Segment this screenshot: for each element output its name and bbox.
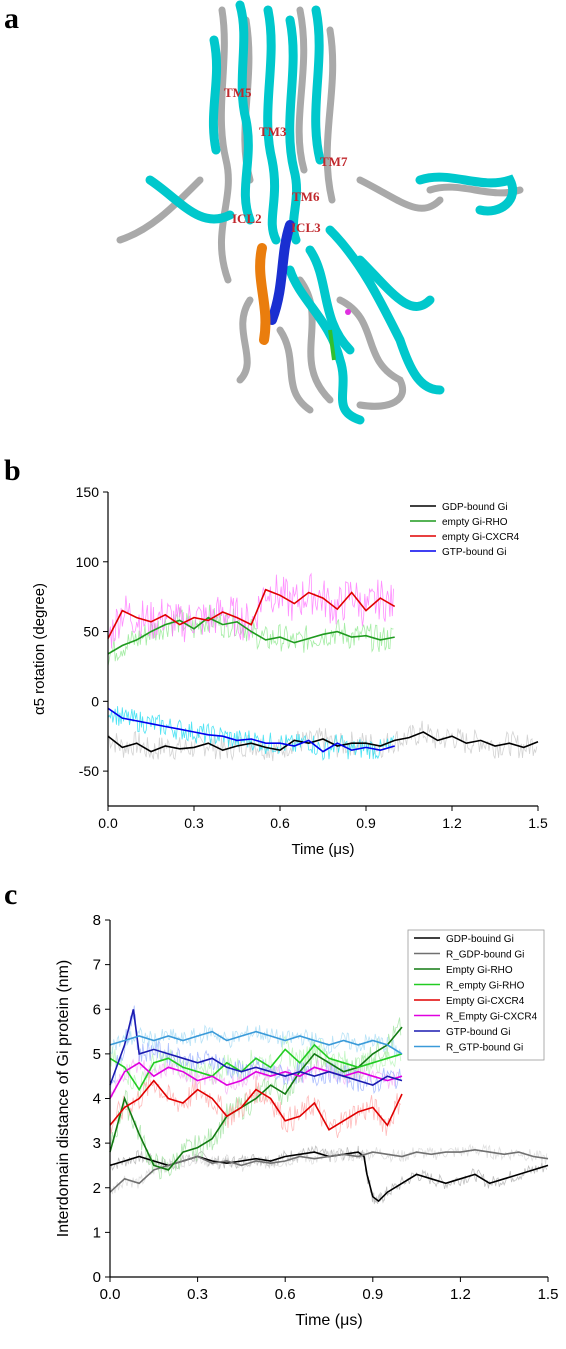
panel-a: a	[0, 0, 566, 450]
legend-label: empty Gi-RHO	[442, 517, 508, 528]
x-tick-label: 0.3	[187, 1286, 208, 1303]
y-tick-label: 150	[76, 484, 100, 500]
y-tick-label: 2	[93, 1180, 101, 1197]
series-line-b-3	[107, 707, 395, 753]
legend-label: R_GTP-bound Gi	[446, 1043, 523, 1054]
x-tick-label: 1.5	[528, 815, 548, 831]
y-axis-title: α5 rotation (degree)	[31, 583, 48, 715]
legend-label: GDP-bouind Gi	[446, 934, 514, 945]
y-tick-label: 0	[93, 1269, 101, 1286]
legend-label: empty Gi-CXCR4	[442, 532, 520, 543]
raw-trace-b-3	[107, 706, 394, 761]
legend-label: GTP-bound Gi	[442, 547, 506, 558]
label-tm3: TM3	[259, 124, 287, 139]
legend-label: Empty Gi-CXCR4	[446, 996, 525, 1007]
x-tick-label: 0.6	[275, 1286, 296, 1303]
x-tick-label: 1.5	[538, 1286, 559, 1303]
series-line-c-3	[109, 1043, 403, 1092]
panel-c: c 0.0 0.3 0.6 0.9 1.2 1.5 0 1 2 3 4 5 6 7 8 Time (μs) In…	[0, 878, 566, 1344]
legend-label: R_empty Gi-RHO	[446, 981, 525, 992]
y-tick-label: 5	[93, 1046, 101, 1063]
legend-label: GDP-bound Gi	[442, 502, 508, 513]
y-tick-label: 50	[83, 624, 99, 640]
legend-label: Empty Gi-RHO	[446, 965, 513, 976]
x-tick-label: 0.6	[270, 815, 290, 831]
raw-trace-c-6	[109, 1005, 402, 1097]
series-line-c-2	[109, 1026, 403, 1171]
x-axis-title: Time (μs)	[295, 1312, 362, 1329]
series-line-c-6	[109, 1009, 403, 1086]
label-icl2: ICL2	[232, 211, 262, 226]
y-tick-label: 7	[93, 957, 101, 974]
legend-label: R_Empty Gi-CXCR4	[446, 1012, 538, 1023]
panel-letter-a: a	[4, 2, 19, 35]
series-line-c-1	[109, 1148, 549, 1193]
series-line-c-5	[109, 1061, 403, 1099]
series-line-b-0	[107, 731, 539, 753]
ligand-magenta	[345, 309, 351, 315]
x-tick-label: 0.9	[362, 1286, 383, 1303]
legend-label: R_GDP-bound Gi	[446, 950, 524, 961]
panel-letter-c: c	[4, 878, 18, 911]
x-tick-label: 1.2	[450, 1286, 471, 1303]
raw-trace-c-7	[109, 1024, 402, 1058]
receptor-cyan-helices	[145, 0, 518, 425]
panel-b: b 0.0 0.3 0.6 0.9 1.2 1.5 -50 0 50 100 150 Time (μs…	[0, 454, 566, 870]
x-axis-title: Time (μs)	[291, 841, 354, 858]
x-tick-label: 0.0	[98, 815, 118, 831]
series-line-c-4	[109, 1079, 403, 1131]
legend: GDP-bouind Gi R_GDP-bound Gi Empty Gi-RHO R…	[407, 929, 545, 1061]
y-tick-label: 1	[93, 1224, 101, 1241]
y-tick-label: 100	[76, 554, 100, 570]
x-tick-label: 1.2	[442, 815, 462, 831]
label-tm7: TM7	[320, 154, 348, 169]
alpha5-helix-orange	[255, 243, 271, 345]
y-tick-label: 3	[93, 1135, 101, 1152]
label-tm5: TM5	[224, 85, 252, 100]
ligand-green	[328, 329, 336, 361]
chart-alpha5-rotation: 0.0 0.3 0.6 0.9 1.2 1.5 -50 0 50 100 150 Time (μs) α…	[31, 484, 548, 858]
y-tick-label: 4	[93, 1091, 101, 1108]
raw-trace-b-2	[107, 572, 394, 649]
protein-structure-image: TM5 TM3 TM7 TM6 ICL2 ICL3	[116, 0, 524, 425]
y-tick-label: 8	[93, 912, 101, 929]
legend-label: GTP-bound Gi	[446, 1027, 510, 1038]
series-line-b-2	[107, 588, 396, 639]
label-tm6: TM6	[292, 189, 320, 204]
x-tick-label: 0.3	[184, 815, 204, 831]
y-tick-label: 6	[93, 1001, 101, 1018]
legend: GDP-bound Gi empty Gi-RHO empty Gi-CXCR4 GT…	[410, 502, 520, 558]
panel-letter-b: b	[4, 454, 21, 487]
x-tick-label: 0.9	[356, 815, 376, 831]
y-axis-title: Interdomain distance of Gi protein (nm)	[55, 960, 72, 1237]
series-line-b-1	[107, 616, 395, 655]
chart-interdomain-distance: 0.0 0.3 0.6 0.9 1.2 1.5 0 1 2 3 4 5 6 7 8 Time (μs) Inte…	[55, 912, 559, 1329]
label-icl3: ICL3	[291, 220, 321, 235]
y-tick-label: -50	[79, 763, 99, 779]
alpha5-helix-blue	[267, 220, 295, 325]
series-line-c-7	[109, 1030, 403, 1055]
legend-box	[407, 929, 545, 1061]
y-tick-label: 0	[91, 693, 99, 709]
raw-trace-b-0	[107, 720, 538, 762]
x-tick-label: 0.0	[100, 1286, 121, 1303]
